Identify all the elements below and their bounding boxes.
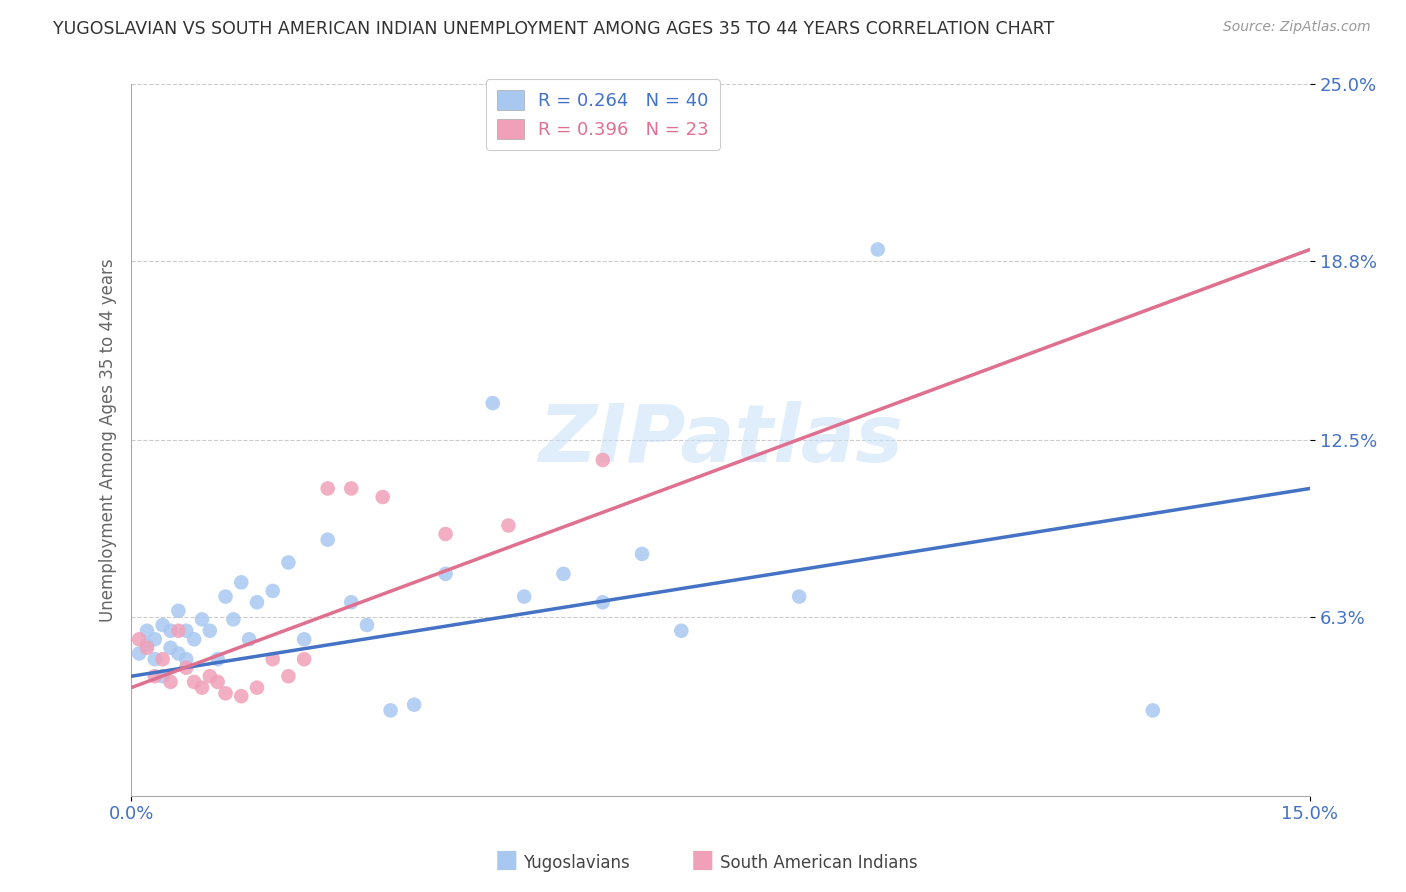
Text: South American Indians: South American Indians xyxy=(720,855,918,872)
Point xyxy=(231,575,253,590)
Point xyxy=(159,675,181,690)
Point xyxy=(631,547,654,561)
Text: Source: ZipAtlas.com: Source: ZipAtlas.com xyxy=(1223,20,1371,34)
Point xyxy=(292,652,315,666)
Text: ZIPatlas: ZIPatlas xyxy=(538,401,903,479)
Point xyxy=(340,595,363,609)
Point xyxy=(207,675,229,690)
Point xyxy=(513,590,536,604)
Point xyxy=(277,556,299,570)
Point xyxy=(787,590,810,604)
Point xyxy=(246,595,269,609)
Point xyxy=(592,595,614,609)
Point xyxy=(207,652,229,666)
Point xyxy=(592,453,614,467)
Point xyxy=(159,640,181,655)
Point xyxy=(404,698,426,712)
Point xyxy=(143,669,166,683)
Point xyxy=(214,590,236,604)
Point xyxy=(671,624,693,638)
Point xyxy=(183,632,205,647)
Point xyxy=(174,624,197,638)
Point xyxy=(1142,703,1164,717)
Point xyxy=(143,632,166,647)
Text: ■: ■ xyxy=(495,848,517,872)
Point xyxy=(246,681,269,695)
Point xyxy=(434,566,457,581)
Text: Yugoslavians: Yugoslavians xyxy=(523,855,630,872)
Point xyxy=(128,632,150,647)
Point xyxy=(316,533,339,547)
Point xyxy=(136,640,159,655)
Point xyxy=(167,604,190,618)
Text: ■: ■ xyxy=(692,848,714,872)
Point xyxy=(128,647,150,661)
Point xyxy=(292,632,315,647)
Point xyxy=(152,669,174,683)
Point xyxy=(380,703,402,717)
Point xyxy=(262,652,284,666)
Legend: R = 0.264   N = 40, R = 0.396   N = 23: R = 0.264 N = 40, R = 0.396 N = 23 xyxy=(486,79,720,150)
Point xyxy=(238,632,260,647)
Y-axis label: Unemployment Among Ages 35 to 44 years: Unemployment Among Ages 35 to 44 years xyxy=(100,259,117,622)
Point xyxy=(481,396,503,410)
Point xyxy=(136,638,159,652)
Point xyxy=(174,652,197,666)
Point xyxy=(159,624,181,638)
Point xyxy=(866,243,889,257)
Point xyxy=(371,490,394,504)
Point xyxy=(231,689,253,703)
Point xyxy=(356,618,378,632)
Point xyxy=(434,527,457,541)
Point xyxy=(174,661,197,675)
Point xyxy=(222,612,245,626)
Point xyxy=(498,518,520,533)
Point xyxy=(340,482,363,496)
Point xyxy=(191,681,214,695)
Point xyxy=(277,669,299,683)
Point xyxy=(316,482,339,496)
Point xyxy=(183,675,205,690)
Point xyxy=(198,669,221,683)
Point xyxy=(167,624,190,638)
Point xyxy=(152,652,174,666)
Point xyxy=(136,624,159,638)
Point xyxy=(191,612,214,626)
Point xyxy=(198,624,221,638)
Point xyxy=(167,647,190,661)
Point xyxy=(262,583,284,598)
Text: YUGOSLAVIAN VS SOUTH AMERICAN INDIAN UNEMPLOYMENT AMONG AGES 35 TO 44 YEARS CORR: YUGOSLAVIAN VS SOUTH AMERICAN INDIAN UNE… xyxy=(53,20,1054,37)
Point xyxy=(152,618,174,632)
Point xyxy=(143,652,166,666)
Point xyxy=(553,566,575,581)
Point xyxy=(214,686,236,700)
